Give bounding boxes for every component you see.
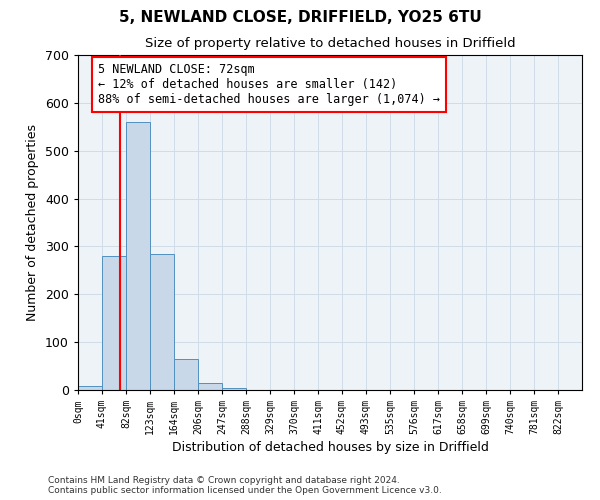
Bar	[222, 388, 246, 390]
Text: 5, NEWLAND CLOSE, DRIFFIELD, YO25 6TU: 5, NEWLAND CLOSE, DRIFFIELD, YO25 6TU	[119, 10, 481, 25]
Bar	[78, 386, 102, 390]
Text: Contains HM Land Registry data © Crown copyright and database right 2024.
Contai: Contains HM Land Registry data © Crown c…	[48, 476, 442, 495]
Title: Size of property relative to detached houses in Driffield: Size of property relative to detached ho…	[145, 36, 515, 50]
Bar	[150, 254, 174, 390]
Bar	[199, 384, 222, 390]
X-axis label: Distribution of detached houses by size in Driffield: Distribution of detached houses by size …	[172, 441, 488, 454]
Y-axis label: Number of detached properties: Number of detached properties	[26, 124, 40, 321]
Bar	[126, 122, 150, 390]
Text: 5 NEWLAND CLOSE: 72sqm
← 12% of detached houses are smaller (142)
88% of semi-de: 5 NEWLAND CLOSE: 72sqm ← 12% of detached…	[98, 64, 440, 106]
Bar	[174, 359, 198, 390]
Bar	[102, 256, 126, 390]
